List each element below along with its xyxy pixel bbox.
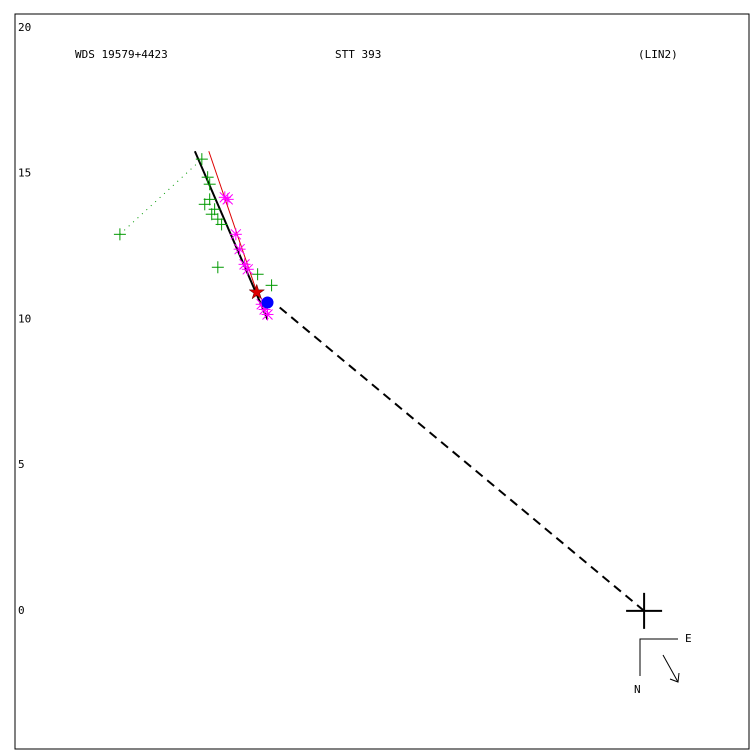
primary-star xyxy=(626,592,663,629)
chart-title: (LIN2) xyxy=(638,48,678,61)
y-tick-label: 0 xyxy=(18,604,25,617)
marker-part xyxy=(262,309,273,320)
compass-axes xyxy=(639,638,678,676)
marker-part xyxy=(234,243,245,255)
data-point xyxy=(241,263,254,276)
fit-line xyxy=(119,158,203,235)
marker-part xyxy=(242,263,254,275)
fit-line xyxy=(279,306,645,612)
plot-frame xyxy=(14,13,750,750)
data-point xyxy=(203,178,216,191)
data-point xyxy=(261,308,274,321)
y-tick-label: 10 xyxy=(18,312,31,325)
data-point xyxy=(218,191,231,204)
data-point xyxy=(201,171,214,184)
data-point xyxy=(248,283,266,300)
compass-arrowhead xyxy=(669,672,680,683)
data-point xyxy=(221,193,234,206)
data-point xyxy=(233,243,246,256)
chart-title: WDS 19579+4423 xyxy=(75,48,168,61)
y-tick-label: 15 xyxy=(18,167,31,180)
data-point xyxy=(229,228,242,241)
marker-part xyxy=(239,258,250,270)
data-point xyxy=(195,153,208,166)
data-point xyxy=(113,228,126,241)
marker-part xyxy=(261,296,274,309)
fit-line xyxy=(208,151,259,295)
compass xyxy=(639,638,680,683)
data-point xyxy=(211,261,224,274)
marker-part xyxy=(222,193,234,205)
data-point xyxy=(203,193,216,206)
compass-east: E xyxy=(685,632,692,645)
marker-part xyxy=(230,228,242,240)
chart-title: STT 393 xyxy=(335,48,381,61)
compass-north: N xyxy=(634,683,641,696)
data-point xyxy=(208,203,221,216)
y-tick-label: 5 xyxy=(18,458,25,471)
compass-arrow xyxy=(662,654,679,683)
y-tick-label: 20 xyxy=(18,21,31,34)
data-point xyxy=(265,279,278,292)
data-point xyxy=(205,208,218,221)
marker-part xyxy=(248,283,266,300)
data-point xyxy=(251,268,264,281)
data-point xyxy=(261,296,274,309)
data-point xyxy=(215,218,228,231)
data-point xyxy=(198,198,211,211)
